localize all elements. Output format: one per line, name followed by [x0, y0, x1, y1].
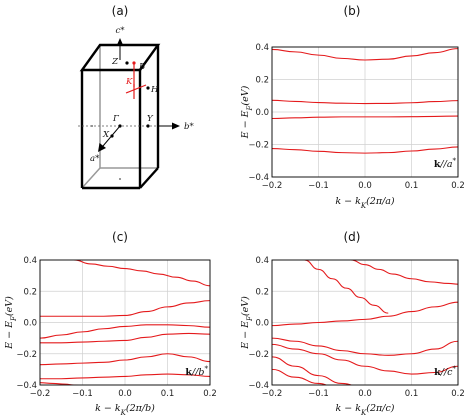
band-line-6: [40, 373, 210, 380]
panel-label-a: (a): [112, 4, 129, 18]
y-tick-label: −0.4: [248, 381, 269, 391]
direction-annotation: k//c*: [434, 365, 456, 378]
plot-frame: [271, 259, 459, 386]
x-tick-label: 0.0: [358, 389, 372, 399]
x-tick-label: 0.2: [451, 181, 465, 191]
x-tick-label: 0.0: [358, 181, 372, 191]
y-tick-label: 0.2: [255, 287, 269, 297]
h-point: [146, 86, 150, 90]
direction-annotation: k//a*: [434, 157, 457, 170]
band-line-2: [40, 300, 210, 317]
y-tick-label: 0.0: [23, 319, 37, 329]
plot-frame: [39, 259, 211, 386]
x-axis-label: k − kK(2π/c): [336, 403, 395, 415]
y-tick-label: −0.4: [248, 173, 269, 183]
x-tick-label: 0.1: [161, 389, 175, 399]
a-star-label: a*: [90, 154, 100, 164]
x-tick-label: 0.1: [405, 181, 419, 191]
x-tick-label: 0.2: [203, 389, 217, 399]
band-line-3: [272, 301, 458, 327]
panel-label-d: (d): [344, 230, 361, 244]
y-label: Y: [147, 114, 154, 124]
plot-frame: [271, 46, 459, 178]
band-line-5: [272, 343, 458, 375]
band-plot-b: −0.2 −0.1 0.0 0.1 0.2−0.4−0.20.00.20.4k − kK…: [240, 43, 465, 210]
band-line-1: [272, 48, 458, 61]
band-line-7: [40, 382, 80, 385]
z-label: Z: [111, 57, 119, 67]
x-tick-label: −0.1: [72, 389, 93, 399]
band-line-1: [73, 260, 210, 287]
x-tick-label: 0.2: [451, 389, 465, 399]
band-line-4: [40, 332, 210, 344]
x-axis-label: k − kK(2π/b): [95, 403, 155, 415]
band-line-4: [272, 146, 458, 154]
panel-label-b: (b): [344, 4, 361, 18]
x-tick-label: −0.1: [308, 181, 329, 191]
side-marker: [91, 125, 93, 127]
x-tick-label: −0.1: [308, 389, 329, 399]
x-label: X: [102, 130, 110, 140]
y-tick-label: −0.2: [248, 350, 269, 360]
y-axis-label: E − EF(eV): [4, 296, 18, 350]
x-tick-label: −0.2: [262, 181, 283, 191]
h-label: H: [150, 85, 159, 95]
band-plot-c: −0.2 −0.1 0.0 0.1 0.2−0.4−0.20.00.20.4k − kK…: [4, 256, 217, 415]
y-tick-label: 0.2: [255, 76, 269, 86]
direction-annotation: k//b*: [185, 365, 208, 378]
b-label: B: [138, 62, 145, 72]
panel-label-c: (c): [112, 230, 128, 244]
band-plot-d: −0.2 −0.1 0.0 0.1 0.2−0.4−0.20.00.20.4k − kK…: [240, 256, 465, 415]
y-tick-label: 0.4: [255, 256, 269, 266]
band-line-2: [351, 260, 458, 285]
gamma-point: [118, 124, 122, 128]
k-label: K: [125, 77, 133, 87]
x-axis-label: k − kK(2π/a): [335, 196, 395, 210]
bottom-center-marker: [119, 178, 121, 180]
band-line-3: [40, 324, 210, 339]
y-tick-label: 0.4: [23, 256, 37, 266]
b-star-arrowhead: [172, 122, 180, 130]
band-line-7: [272, 368, 328, 385]
y-tick-label: 0.0: [255, 108, 269, 118]
band-line-5: [40, 353, 210, 366]
band-line-2: [272, 99, 458, 105]
x-tick-label: −0.2: [30, 389, 51, 399]
y-axis-label: E − EF(eV): [240, 85, 254, 139]
bz-front-edge: [139, 167, 159, 189]
k-path-horizontal: [125, 84, 147, 94]
brillouin-zone-diagram: c* b* a* Z B K H Γ Y X: [78, 26, 194, 190]
y-tick-label: 0.0: [255, 319, 269, 329]
y-point: [146, 124, 150, 128]
a-star-arrowhead: [98, 143, 106, 152]
y-tick-label: −0.2: [16, 350, 37, 360]
bz-back-edge: [81, 167, 101, 189]
y-tick-label: 0.4: [255, 43, 269, 53]
x-tick-label: 0.0: [118, 389, 132, 399]
z-point: [125, 61, 129, 65]
y-tick-label: −0.4: [16, 381, 37, 391]
x-point: [110, 134, 114, 138]
c-star-arrowhead: [116, 38, 124, 46]
band-line-3: [272, 115, 458, 120]
band-line-4: [272, 337, 458, 356]
b-star-label: b*: [184, 122, 194, 132]
c-star-label: c*: [115, 26, 125, 36]
x-tick-label: −0.2: [262, 389, 283, 399]
gamma-label: Γ: [112, 114, 120, 124]
x-tick-label: 0.1: [405, 389, 419, 399]
band-line-6: [272, 356, 353, 385]
band-line-1: [304, 260, 389, 314]
y-tick-label: −0.2: [248, 141, 269, 151]
y-axis-label: E − EF(eV): [240, 296, 254, 350]
y-tick-label: 0.2: [23, 287, 37, 297]
